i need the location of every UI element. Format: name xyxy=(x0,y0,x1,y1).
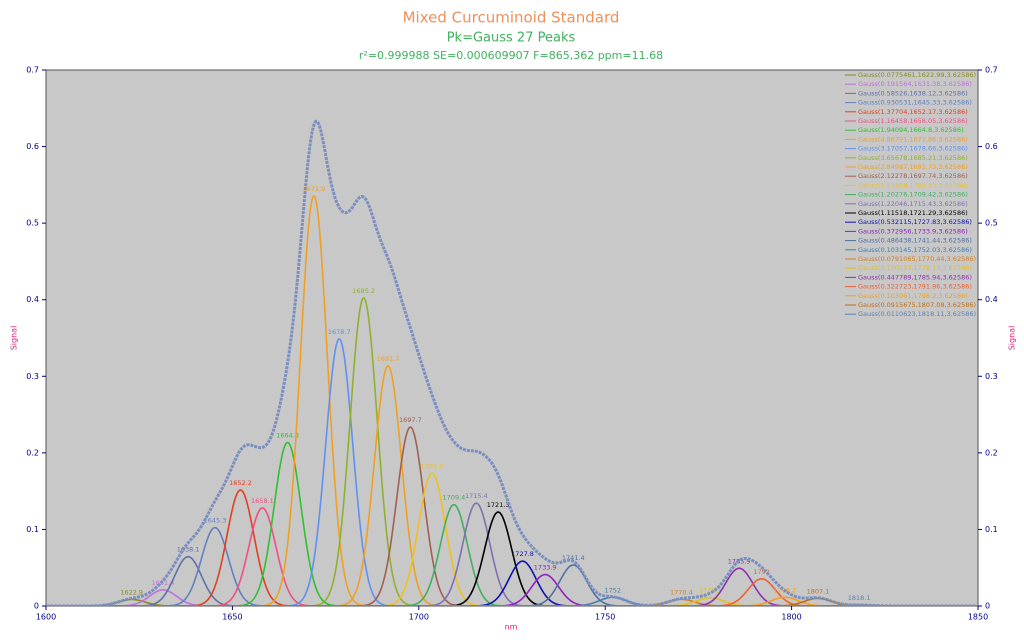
y-tick-label: 0.1 xyxy=(26,525,39,534)
x-tick-label: 1850 xyxy=(968,613,988,622)
peak-label: 1818.1 xyxy=(848,594,871,602)
peak-label: 1664.8 xyxy=(276,431,299,439)
peak-curve xyxy=(46,526,978,606)
peak-label: 1671.9 xyxy=(303,185,326,193)
legend-label: Gauss(1.94094,1664.8,3.62586) xyxy=(858,126,964,134)
peak-label: 1645.3 xyxy=(204,517,227,525)
y2-tick-label: 0.7 xyxy=(985,66,998,75)
peak-label: 1631.4 xyxy=(152,579,175,587)
legend-label: Gauss(4.86791,1671.86,3.62586) xyxy=(858,135,968,143)
y2-tick-label: 0.6 xyxy=(985,142,998,151)
peak-curve xyxy=(46,555,978,606)
x-tick-label: 1800 xyxy=(781,613,801,622)
peak-label: 1727.8 xyxy=(511,550,534,558)
peak-label: 1703.5 xyxy=(421,462,444,470)
peak-curve xyxy=(46,604,978,606)
legend-label: Gauss(0.447789,1785.94,3.62586) xyxy=(858,273,972,281)
legend-label: Gauss(0.0110623,1818.11,3.62586) xyxy=(858,310,976,318)
legend-label: Gauss(0.532115,1727.83,3.62586) xyxy=(858,218,972,226)
plot-area xyxy=(45,69,979,607)
peak-curve xyxy=(46,511,978,606)
peak-label: 1691.7 xyxy=(377,355,400,363)
fit-curve xyxy=(46,119,978,606)
peak-label: 1792 xyxy=(753,568,770,576)
y2-tick-label: 0 xyxy=(985,602,990,611)
chart-subtitle: Pk=Gauss 27 Peaks xyxy=(447,31,576,46)
legend-label: Gauss(0.0775461,1622.99,3.62586) xyxy=(858,71,976,79)
peak-label: 1685.2 xyxy=(352,287,375,295)
peak-label: 1721.3 xyxy=(487,501,510,509)
peak-label: 1778.1 xyxy=(699,587,722,595)
y-tick-label: 0.4 xyxy=(26,295,39,304)
legend-label: Gauss(1.37704,1652.17,3.62586) xyxy=(858,108,968,116)
legend-label: Gauss(3.17057,1678.66,3.62586) xyxy=(858,145,968,153)
peak-label: 1741.4 xyxy=(562,554,585,562)
peak-curve xyxy=(46,489,978,606)
x-tick-label: 1650 xyxy=(222,613,242,622)
peak-curve xyxy=(46,560,978,606)
peak-label: 1715.4 xyxy=(465,492,488,500)
legend-label: Gauss(0.0915675,1807.08,3.62586) xyxy=(858,301,976,309)
legend-label: Gauss(2.12278,1697.74,3.62586) xyxy=(858,172,968,180)
legend-label: Gauss(1.22046,1715.43,3.62586) xyxy=(858,200,968,208)
x-axis-label: nm xyxy=(505,623,518,632)
peak-label: 1622.9 xyxy=(120,588,143,596)
peak-label: 1770.4 xyxy=(670,588,693,596)
legend-label: Gauss(2.84987,1691.73,3.62586) xyxy=(858,163,968,171)
legend-label: Gauss(1.11518,1721.29,3.62586) xyxy=(858,209,968,217)
fit-stats: r²=0.999988 SE=0.000609907 F=865,362 ppm… xyxy=(359,49,663,62)
y2-axis-label: Signal xyxy=(1008,326,1017,351)
y2-tick-label: 0.3 xyxy=(985,372,998,381)
peak-label: 1709.4 xyxy=(443,494,466,502)
peak-label: 1697.7 xyxy=(399,416,422,424)
peak-label: 1652.2 xyxy=(229,479,252,487)
y-axis-label: Signal xyxy=(10,326,19,351)
legend-label: Gauss(0.930531,1645.33,3.62586) xyxy=(858,99,972,107)
x-tick-label: 1700 xyxy=(409,613,429,622)
y-tick-label: 0.7 xyxy=(26,66,39,75)
chart-title: Mixed Curcuminoid Standard xyxy=(403,9,620,27)
legend-label: Gauss(0.191564,1631.38,3.62586) xyxy=(858,80,972,88)
peak-curve xyxy=(46,573,978,606)
legend-label: Gauss(0.103061,1798.2,3.62586) xyxy=(858,292,968,300)
peak-label: 1807.1 xyxy=(807,587,830,595)
peak-curve xyxy=(46,502,978,606)
peak-label: 1752 xyxy=(604,586,621,594)
y-tick-label: 0.2 xyxy=(26,448,39,457)
y-tick-label: 0.6 xyxy=(26,142,39,151)
y-tick-label: 0.3 xyxy=(26,372,39,381)
legend-label: Gauss(1.16458,1658.05,3.62586) xyxy=(858,117,968,125)
peak-label: 1733.9 xyxy=(534,564,557,572)
legend-label: Gauss(1.20276,1709.42,3.62586) xyxy=(858,191,968,199)
legend-label: Gauss(1.57468,1703.53,3.62586) xyxy=(858,181,968,189)
y-tick-label: 0 xyxy=(34,602,39,611)
legend-label: Gauss(0.58526,1638.12,3.62586) xyxy=(858,89,968,97)
x-tick-label: 1750 xyxy=(595,613,615,622)
y2-tick-label: 0.1 xyxy=(985,525,998,534)
y2-tick-label: 0.4 xyxy=(985,295,998,304)
legend-label: Gauss(0.103145,1752.03,3.62586) xyxy=(858,246,972,254)
legend-label: Gauss(0.322723,1791.96,3.62586) xyxy=(858,283,972,291)
peak-label: 1638.1 xyxy=(177,546,200,554)
peak-label: 1678.7 xyxy=(328,328,351,336)
legend-label: Gauss(0.100123,1778.13,3.62586) xyxy=(858,264,972,272)
y2-tick-label: 0.2 xyxy=(985,448,998,457)
legend-label: Gauss(0.372956,1733.9,3.62586) xyxy=(858,227,968,235)
y-tick-label: 0.5 xyxy=(26,219,39,228)
x-tick-label: 1600 xyxy=(36,613,56,622)
legend-label: Gauss(0.486438,1741.44,3.62586) xyxy=(858,237,972,245)
legend-label: Gauss(0.0791065,1770.44,3.62586) xyxy=(858,255,976,263)
peak-label: 1658.1 xyxy=(251,497,274,505)
y2-tick-label: 0.5 xyxy=(985,219,998,228)
legend-label: Gauss(3.65678,1685.21,3.62586) xyxy=(858,154,968,162)
